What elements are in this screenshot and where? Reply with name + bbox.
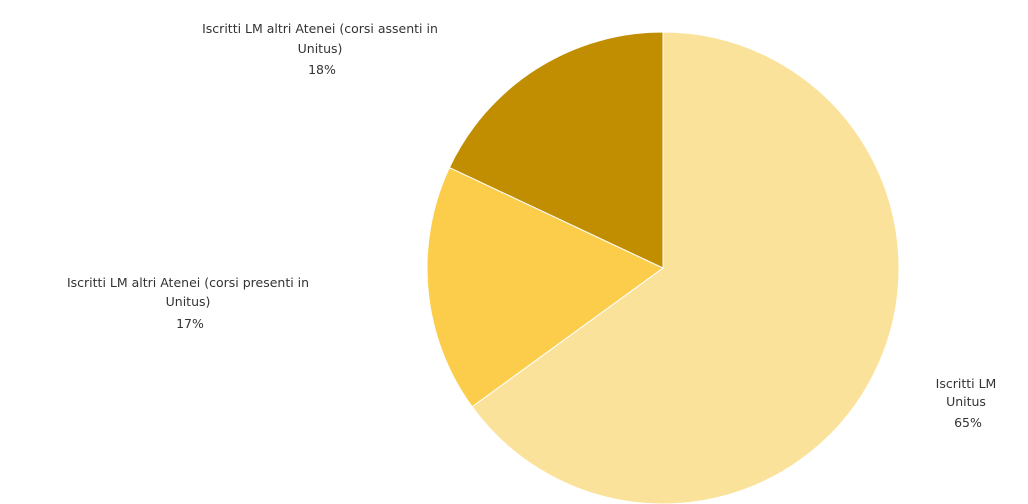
slice-label-line: Iscritti LM altri Atenei (corsi presenti…	[67, 275, 309, 290]
pie-slices	[427, 32, 899, 504]
slice-label-line: Unitus)	[298, 41, 343, 56]
slice-label-line: Iscritti LM	[936, 376, 997, 391]
slice-label-corsi-presenti: Iscritti LM altri Atenei (corsi presenti…	[67, 275, 313, 331]
slice-value-label: 65%	[954, 415, 982, 430]
slice-label-line: Iscritti LM altri Atenei (corsi assenti …	[202, 21, 438, 36]
slice-label-unitus: Iscritti LM Unitus 65%	[936, 376, 1001, 430]
slice-value-label: 18%	[308, 62, 336, 77]
slice-label-line: Unitus)	[166, 294, 211, 309]
slice-value-label: 17%	[176, 316, 204, 331]
slice-label-line: Unitus	[946, 394, 986, 409]
slice-label-corsi-assenti: Iscritti LM altri Atenei (corsi assenti …	[202, 21, 442, 77]
